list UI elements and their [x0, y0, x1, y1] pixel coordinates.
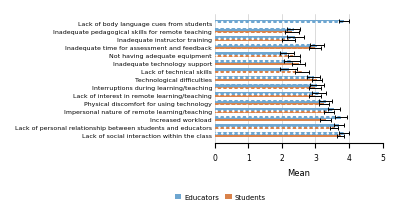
- Bar: [215, 111, 329, 114]
- Bar: [215, 127, 334, 130]
- Bar: [215, 45, 317, 47]
- Bar: [215, 79, 317, 82]
- Bar: [215, 40, 289, 42]
- Bar: [215, 124, 339, 127]
- Bar: [215, 40, 289, 42]
- Bar: [215, 95, 316, 98]
- Bar: [215, 55, 294, 58]
- Bar: [215, 132, 344, 135]
- Bar: [215, 68, 289, 71]
- Bar: [215, 116, 341, 119]
- Bar: [215, 76, 314, 79]
- Bar: [215, 53, 287, 55]
- Bar: [215, 71, 302, 74]
- Bar: [215, 100, 326, 103]
- Bar: [215, 87, 316, 90]
- Bar: [215, 124, 339, 127]
- Bar: [215, 135, 341, 138]
- Bar: [215, 47, 316, 50]
- Bar: [215, 63, 299, 66]
- Bar: [215, 127, 334, 130]
- Bar: [215, 61, 292, 63]
- Bar: [215, 119, 326, 122]
- Bar: [215, 32, 292, 34]
- Bar: [215, 76, 314, 79]
- Bar: [215, 84, 317, 87]
- Bar: [215, 21, 344, 23]
- X-axis label: Mean: Mean: [287, 168, 310, 177]
- Bar: [215, 116, 341, 119]
- Bar: [215, 61, 292, 63]
- Bar: [215, 119, 326, 122]
- Bar: [215, 68, 289, 71]
- Legend: Educators, Students: Educators, Students: [172, 191, 268, 202]
- Bar: [215, 108, 334, 111]
- Bar: [215, 55, 294, 58]
- Bar: [215, 47, 316, 50]
- Bar: [215, 37, 295, 40]
- Bar: [215, 87, 316, 90]
- Bar: [215, 45, 317, 47]
- Bar: [215, 37, 295, 40]
- Bar: [215, 29, 294, 32]
- Bar: [215, 71, 302, 74]
- Bar: [215, 79, 317, 82]
- Bar: [215, 111, 329, 114]
- Bar: [215, 103, 324, 106]
- Bar: [215, 53, 287, 55]
- Bar: [215, 100, 326, 103]
- Bar: [215, 29, 294, 32]
- Bar: [215, 95, 316, 98]
- Bar: [215, 132, 344, 135]
- Bar: [215, 135, 341, 138]
- Bar: [215, 84, 317, 87]
- Bar: [215, 32, 292, 34]
- Bar: [215, 103, 324, 106]
- Bar: [215, 108, 334, 111]
- Bar: [215, 21, 344, 23]
- Bar: [215, 92, 319, 95]
- Bar: [215, 92, 319, 95]
- Bar: [215, 63, 299, 66]
